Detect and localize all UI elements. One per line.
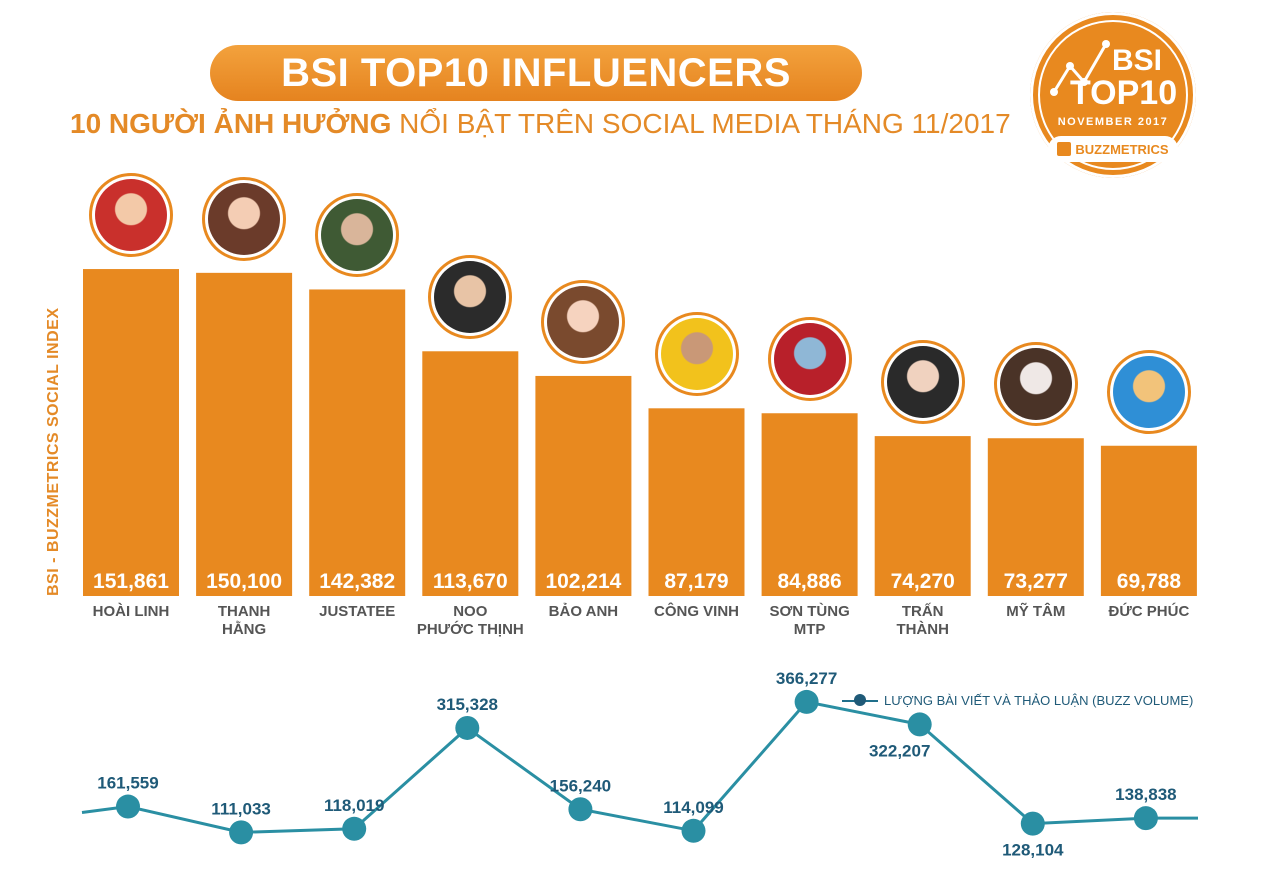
buzz-volume-value-label: 156,240 xyxy=(550,776,611,795)
badge-ring xyxy=(1038,20,1188,170)
category-label: NOO xyxy=(453,603,488,620)
influencer-photo-fill xyxy=(321,199,394,272)
category-label: HẰNG xyxy=(222,620,266,638)
buzz-volume-value-label: 161,559 xyxy=(97,774,158,793)
badge-bsi-text: BSI xyxy=(1112,44,1163,77)
influencer-photo-icon xyxy=(428,255,513,340)
category-label: ĐỨC PHÚC xyxy=(1109,602,1190,620)
legend-text: LƯỢNG BÀI VIẾT VÀ THẢO LUẬN (BUZZ VOLUME… xyxy=(884,693,1194,708)
influencer-photo-fill xyxy=(999,348,1072,421)
buzz-volume-point xyxy=(229,820,254,845)
buzz-volume-value-label: 118,019 xyxy=(324,796,385,815)
buzz-volume-point xyxy=(1020,811,1045,836)
buzz-volume-point xyxy=(455,715,480,740)
influencer-photo-icon xyxy=(202,176,287,261)
bar xyxy=(648,408,745,596)
buzz-volume-value-label: 138,838 xyxy=(1115,785,1176,804)
badge-month-text: NOVEMBER 2017 xyxy=(1057,116,1169,128)
bar-value-label: 69,788 xyxy=(1117,570,1182,593)
buzz-volume-line xyxy=(81,700,1198,834)
chart-title: BSI TOP10 INFLUENCERS xyxy=(210,45,862,101)
influencer-photo-fill xyxy=(886,346,959,419)
subtitle-bold: 10 NGƯỜI ẢNH HƯỞNG xyxy=(70,108,392,139)
influencer-photo-fill xyxy=(208,182,281,255)
buzzmetrics-logo: BUZZMETRICS xyxy=(1048,136,1178,162)
influencer-photo-fill xyxy=(434,261,507,334)
bar-value-label: 142,382 xyxy=(319,570,395,593)
bar-value-label: 87,179 xyxy=(664,570,728,593)
category-label: HOÀI LINH xyxy=(93,603,170,620)
chart-subtitle: 10 NGƯỜI ẢNH HƯỞNG NỔI BẬT TRÊN SOCIAL M… xyxy=(70,108,1030,140)
buzz-volume-point xyxy=(681,818,706,843)
buzz-volume-point xyxy=(116,794,140,819)
influencer-photo-fill xyxy=(1112,355,1185,428)
bar-value-label: 84,886 xyxy=(777,570,841,593)
category-label: THÀNH xyxy=(896,621,949,638)
category-label: MTP xyxy=(794,621,826,638)
influencer-photo-icon xyxy=(541,279,626,364)
buzzmetrics-logo-icon xyxy=(1057,142,1072,156)
bar-value-label: 73,277 xyxy=(1004,570,1068,593)
influencer-photo-fill xyxy=(660,318,733,391)
bar xyxy=(535,375,632,596)
buzz-volume-value-label: 128,104 xyxy=(1002,841,1064,860)
legend-marker-icon xyxy=(842,693,878,706)
buzz-volume-value-label: 114,099 xyxy=(663,798,724,817)
buzz-volume-point xyxy=(342,816,367,841)
influencer-photo-fill xyxy=(773,323,846,396)
bar xyxy=(422,351,519,596)
bar xyxy=(987,438,1084,596)
buzz-volume-point xyxy=(1133,806,1158,831)
bar xyxy=(196,272,293,596)
bar xyxy=(1100,445,1197,596)
buzz-volume-point xyxy=(794,689,819,714)
bar xyxy=(761,413,858,596)
line-legend: LƯỢNG BÀI VIẾT VÀ THẢO LUẬN (BUZZ VOLUME… xyxy=(842,693,1193,708)
bar xyxy=(874,436,971,596)
subtitle-rest: NỔI BẬT TRÊN SOCIAL MEDIA THÁNG 11/2017 xyxy=(391,108,1011,139)
bar xyxy=(309,289,406,596)
category-label: THANH xyxy=(218,603,271,620)
chart-title-text: BSI TOP10 INFLUENCERS xyxy=(281,50,791,95)
influencer-photo-icon xyxy=(993,342,1078,427)
buzz-volume-point xyxy=(568,797,593,822)
category-label: CÔNG VINH xyxy=(654,602,739,620)
bar-value-label: 151,861 xyxy=(93,570,169,593)
influencer-photo-icon xyxy=(767,317,852,402)
influencer-photo-icon xyxy=(880,340,965,425)
buzz-volume-value-label: 366,277 xyxy=(776,669,837,688)
badge-top10-text: TOP10 xyxy=(1070,74,1178,112)
buzz-volume-point xyxy=(907,712,932,737)
category-label: PHƯỚC THỊNH xyxy=(417,620,524,638)
badge-sparkline-icon xyxy=(1050,40,1110,96)
bar-value-label: 150,100 xyxy=(206,570,282,593)
influencer-photo-icon xyxy=(315,193,400,278)
category-label: MỸ TÂM xyxy=(1006,602,1065,620)
bar-value-label: 102,214 xyxy=(545,570,621,593)
bar xyxy=(83,269,179,596)
category-label: BẢO ANH xyxy=(549,603,618,620)
influencer-photo-fill xyxy=(95,179,167,252)
influencer-photo-fill xyxy=(547,285,620,358)
influencer-photo-icon xyxy=(654,312,739,397)
influencer-photo-icon xyxy=(89,173,173,258)
buzz-volume-value-label: 315,328 xyxy=(437,695,498,714)
influencer-photo-icon xyxy=(1106,349,1191,434)
bsi-top10-badge: BSI TOP10 NOVEMBER 2017 BUZZMETRICS xyxy=(1030,12,1196,178)
bar-value-label: 74,270 xyxy=(891,570,955,593)
category-label: SƠN TÙNG xyxy=(769,602,849,620)
category-label: TRẤN xyxy=(902,603,944,620)
category-label: JUSTATEE xyxy=(319,603,395,620)
buzzmetrics-logo-text: BUZZMETRICS xyxy=(1075,141,1169,157)
buzz-volume-value-label: 322,207 xyxy=(869,741,930,760)
buzz-volume-value-label: 111,033 xyxy=(211,799,271,818)
bar-value-label: 113,670 xyxy=(433,570,508,593)
